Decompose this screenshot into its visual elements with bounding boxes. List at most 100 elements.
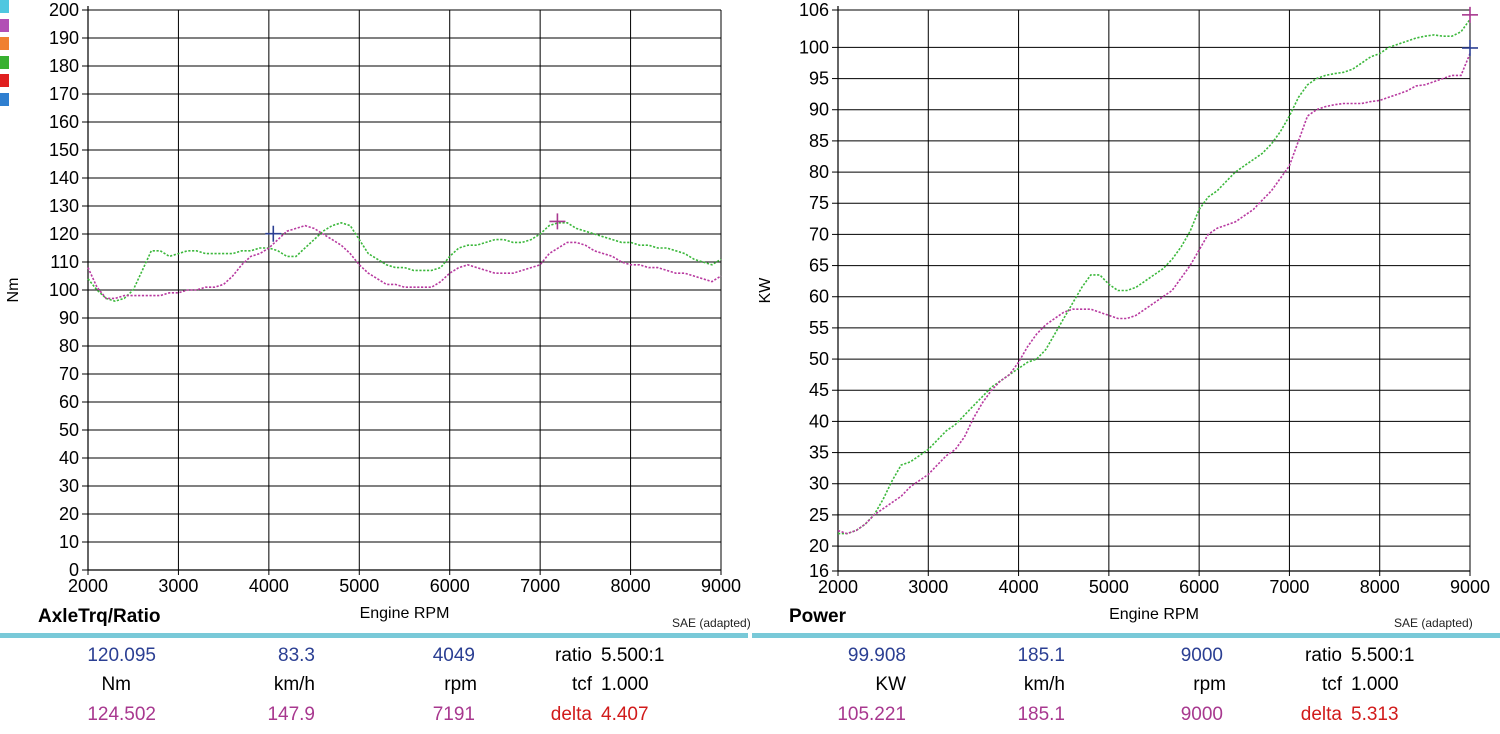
right-separator bbox=[752, 633, 1500, 638]
y-tick-label: 16 bbox=[809, 561, 829, 581]
x-tick-label: 3000 bbox=[158, 576, 198, 596]
left-unit-torque: Nm bbox=[101, 674, 131, 695]
y-tick-label: 20 bbox=[59, 504, 79, 524]
left-unit-rpm: rpm bbox=[444, 674, 477, 695]
y-tick-label: 50 bbox=[809, 349, 829, 369]
y-tick-label: 170 bbox=[49, 84, 79, 104]
right-unit-speed: km/h bbox=[1023, 674, 1065, 695]
left-tcf-label: tcf bbox=[571, 674, 592, 695]
left-delta-value: 4.407 bbox=[601, 704, 649, 725]
cursor-marker-2 bbox=[549, 213, 566, 230]
right-tcf-value: 1.000 bbox=[1351, 674, 1399, 695]
legend-swatch bbox=[0, 37, 9, 50]
y-tick-label: 90 bbox=[59, 308, 79, 328]
series-line-1 bbox=[838, 18, 1471, 535]
right-cursor2-power: 105.221 bbox=[837, 704, 906, 725]
right-unit-power: KW bbox=[875, 674, 906, 695]
y-tick-label: 80 bbox=[59, 336, 79, 356]
y-tick-label: 30 bbox=[809, 474, 829, 494]
y-tick-label: 55 bbox=[809, 318, 829, 338]
y-tick-label: 150 bbox=[49, 140, 79, 160]
x-tick-label: 8000 bbox=[611, 576, 651, 596]
y-tick-label: 85 bbox=[809, 131, 829, 151]
left-tcf-value: 1.000 bbox=[601, 674, 649, 695]
series-line-2 bbox=[837, 53, 1471, 535]
right-cursor1-speed: 185.1 bbox=[1017, 645, 1065, 666]
y-tick-label: 65 bbox=[809, 256, 829, 276]
legend-swatch bbox=[0, 55, 9, 69]
y-tick-label: 106 bbox=[799, 0, 829, 20]
y-tick-label: 70 bbox=[809, 224, 829, 244]
series-line-1 bbox=[87, 221, 722, 303]
right-cursor1-power: 99.908 bbox=[847, 645, 906, 666]
y-tick-label: 50 bbox=[59, 420, 79, 440]
right-cursor2-rpm: 9000 bbox=[1180, 704, 1223, 725]
cursor-marker-2 bbox=[1462, 6, 1478, 23]
x-tick-label: 3000 bbox=[908, 577, 948, 597]
legend-swatch bbox=[0, 18, 9, 32]
y-tick-label: 160 bbox=[49, 112, 79, 132]
cursor-marker-1 bbox=[1462, 39, 1478, 56]
y-tick-label: 200 bbox=[49, 0, 79, 20]
cursor-marker-1 bbox=[265, 225, 282, 242]
x-tick-label: 9000 bbox=[1450, 577, 1490, 597]
left-cursor1-rpm: 4049 bbox=[432, 645, 475, 666]
torque-chart: 0 10 20 30 40 50 60 70 80 90 100 110 120 130 140 150 160… bbox=[5, 0, 741, 622]
x-tick-label: 5000 bbox=[1089, 577, 1129, 597]
y-axis-label: Nm bbox=[5, 278, 22, 303]
y-tick-label: 60 bbox=[809, 287, 829, 307]
x-tick-label: 6000 bbox=[1179, 577, 1219, 597]
left-unit-speed: km/h bbox=[273, 674, 315, 695]
x-tick-label: 8000 bbox=[1360, 577, 1400, 597]
y-tick-label: 40 bbox=[59, 448, 79, 468]
x-axis-label: Engine RPM bbox=[360, 605, 450, 622]
left-panel-title: AxleTrq/Ratio bbox=[38, 606, 161, 627]
left-delta-label: delta bbox=[550, 704, 592, 725]
y-tick-label: 190 bbox=[49, 28, 79, 48]
y-tick-label: 180 bbox=[49, 56, 79, 76]
x-tick-label: 2000 bbox=[818, 577, 858, 597]
legend-swatch bbox=[0, 0, 9, 13]
left-cursor1-speed: 83.3 bbox=[278, 645, 315, 666]
left-separator bbox=[0, 633, 748, 638]
left-cursor2-rpm: 7191 bbox=[432, 704, 475, 725]
y-tick-label: 30 bbox=[59, 476, 79, 496]
x-tick-label: 9000 bbox=[701, 576, 741, 596]
left-cursor1-torque: 120.095 bbox=[87, 645, 156, 666]
x-tick-label: 7000 bbox=[520, 576, 560, 596]
y-tick-label: 110 bbox=[50, 252, 79, 272]
y-tick-label: 90 bbox=[809, 100, 829, 120]
y-tick-label: 40 bbox=[809, 411, 829, 431]
y-tick-label: 80 bbox=[809, 162, 829, 182]
y-tick-label: 10 bbox=[59, 532, 79, 552]
x-tick-label: 7000 bbox=[1269, 577, 1309, 597]
right-unit-rpm: rpm bbox=[1193, 674, 1226, 695]
y-tick-label: 120 bbox=[49, 224, 79, 244]
x-tick-label: 6000 bbox=[430, 576, 470, 596]
left-cursor2-torque: 124.502 bbox=[87, 704, 156, 725]
y-axis-label: KW bbox=[757, 277, 774, 304]
y-tick-label: 100 bbox=[49, 280, 79, 300]
x-tick-label: 2000 bbox=[68, 576, 108, 596]
right-ratio-value: 5.500:1 bbox=[1351, 645, 1415, 666]
y-tick-label: 45 bbox=[809, 380, 829, 400]
right-delta-label: delta bbox=[1300, 704, 1342, 725]
legend-swatch bbox=[0, 92, 9, 106]
right-panel-title: Power bbox=[789, 606, 847, 627]
x-tick-label: 4000 bbox=[249, 576, 289, 596]
right-sae-note: SAE (adapted) bbox=[1394, 616, 1473, 630]
right-cursor1-rpm: 9000 bbox=[1180, 645, 1223, 666]
y-tick-label: 0 bbox=[69, 560, 79, 580]
y-tick-label: 140 bbox=[49, 168, 79, 188]
y-tick-label: 20 bbox=[809, 536, 829, 556]
right-cursor2-speed: 185.1 bbox=[1017, 704, 1065, 725]
y-tick-label: 70 bbox=[59, 364, 79, 384]
y-tick-label: 60 bbox=[59, 392, 79, 412]
x-tick-label: 5000 bbox=[339, 576, 379, 596]
y-tick-label: 75 bbox=[809, 193, 829, 213]
x-tick-label: 4000 bbox=[999, 577, 1039, 597]
power-chart: 16 20 25 30 35 40 45 50 55 60 65 70 75 80 85 90 95 100 106… bbox=[757, 0, 1490, 623]
right-ratio-label: ratio bbox=[1305, 645, 1342, 666]
y-tick-label: 25 bbox=[809, 505, 829, 525]
